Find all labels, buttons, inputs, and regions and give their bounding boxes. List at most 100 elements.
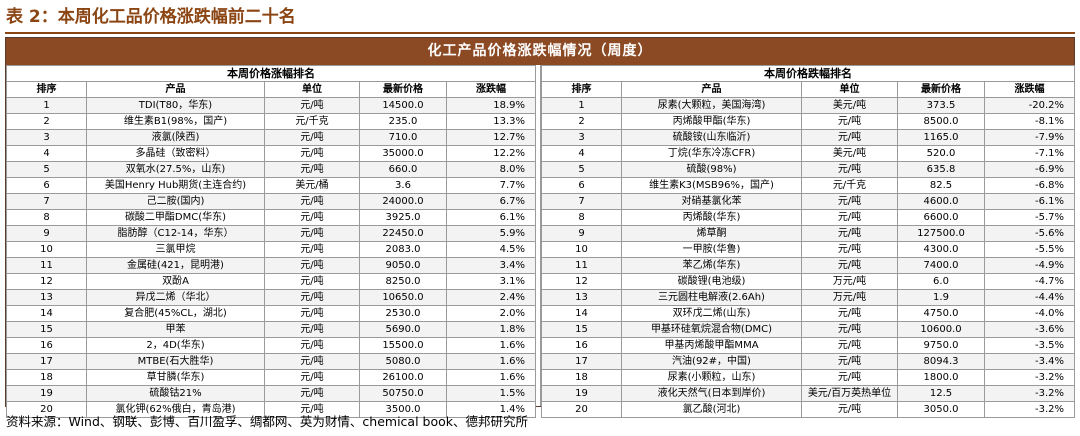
price-cell: 520.0	[897, 145, 985, 162]
table-row: 3 硫酸铵(山东临沂) 元/吨 1165.0 -7.9%	[541, 129, 1075, 146]
unit-cell: 元/吨	[264, 353, 360, 370]
unit-cell: 元/吨	[801, 161, 898, 178]
product-cell: 氯乙酸(河北)	[621, 401, 802, 418]
change-cell: -3.2%	[984, 385, 1075, 402]
table-row: 11 苯乙烯(华东) 元/吨 7400.0 -4.9%	[541, 257, 1075, 274]
table-row: 9 脂肪醇（C12-14，华东） 元/吨 22450.0 5.9%	[6, 225, 536, 242]
table-row: 4 丁烷(华东冷冻CFR) 美元/吨 520.0 -7.1%	[541, 145, 1075, 162]
table-row: 6 维生素K3(MSB96%，国产) 元/千克 82.5 -6.8%	[541, 177, 1075, 194]
unit-cell: 元/千克	[801, 177, 898, 194]
rank-cell: 18	[541, 369, 622, 386]
rank-cell: 7	[6, 193, 87, 210]
product-cell: 脂肪醇（C12-14，华东）	[86, 225, 265, 242]
price-cell: 127500.0	[897, 225, 985, 242]
change-cell: 2.4%	[446, 289, 536, 306]
rank-cell: 9	[6, 225, 87, 242]
rank-cell: 5	[541, 161, 622, 178]
price-cell: 710.0	[359, 129, 447, 146]
rank-cell: 5	[6, 161, 87, 178]
rank-cell: 12	[6, 273, 87, 290]
rank-cell: 17	[541, 353, 622, 370]
panel-divider	[535, 65, 541, 406]
product-cell: 复合肥(45%CL，湖北)	[86, 305, 265, 322]
change-cell: -6.1%	[984, 193, 1075, 210]
unit-cell: 元/吨	[264, 289, 360, 306]
product-cell: 汽油(92#，中国)	[621, 353, 802, 370]
column-header: 产品	[86, 81, 265, 98]
change-cell: -3.6%	[984, 321, 1075, 338]
change-cell: 1.6%	[446, 353, 536, 370]
table-row: 19 硫酸钴21% 元/吨 50750.0 1.5%	[6, 385, 536, 402]
unit-cell: 元/吨	[264, 257, 360, 274]
price-cell: 9750.0	[897, 337, 985, 354]
price-cell: 2530.0	[359, 305, 447, 322]
caption-rule	[5, 32, 1075, 34]
change-cell: 1.8%	[446, 321, 536, 338]
product-cell: 氯化钾(62%俄白，青岛港)	[86, 401, 265, 418]
table-row: 17 汽油(92#，中国) 元/吨 8094.3 -3.4%	[541, 353, 1075, 370]
column-header: 排序	[541, 81, 622, 98]
unit-cell: 元/吨	[264, 321, 360, 338]
product-cell: MTBE(石大胜华)	[86, 353, 265, 370]
unit-cell: 元/吨	[264, 145, 360, 162]
rank-cell: 6	[6, 177, 87, 194]
unit-cell: 元/吨	[264, 193, 360, 210]
table-row: 7 己二胺(国内) 元/吨 24000.0 6.7%	[6, 193, 536, 210]
unit-cell: 万元/吨	[801, 273, 898, 290]
table-row: 13 异戊二烯（华北） 元/吨 10650.0 2.4%	[6, 289, 536, 306]
product-cell: 丙烯酸甲酯(华东)	[621, 113, 802, 130]
price-cell: 8094.3	[897, 353, 985, 370]
price-cell: 5690.0	[359, 321, 447, 338]
left-subtitle: 本周价格涨幅排名	[6, 65, 536, 82]
product-cell: 丙烯酸(华东)	[621, 209, 802, 226]
price-cell: 6.0	[897, 273, 985, 290]
product-cell: 美国Henry Hub期货(主连合约)	[86, 177, 265, 194]
change-cell: -3.2%	[984, 401, 1075, 418]
price-cell: 3500.0	[359, 401, 447, 418]
product-cell: 液化天然气(日本到岸价)	[621, 385, 802, 402]
table-row: 16 2，4D(华东) 元/吨 15500.0 1.6%	[6, 337, 536, 354]
price-cell: 373.5	[897, 97, 985, 114]
unit-cell: 元/吨	[801, 321, 898, 338]
unit-cell: 元/吨	[264, 241, 360, 258]
change-cell: -20.2%	[984, 97, 1075, 114]
product-cell: 草甘膦(华东)	[86, 369, 265, 386]
rank-cell: 15	[541, 321, 622, 338]
rank-cell: 6	[541, 177, 622, 194]
unit-cell: 元/吨	[264, 273, 360, 290]
price-cell: 4300.0	[897, 241, 985, 258]
rank-cell: 10	[6, 241, 87, 258]
product-cell: 一甲胺(华鲁)	[621, 241, 802, 258]
rank-cell: 18	[6, 369, 87, 386]
price-cell: 8250.0	[359, 273, 447, 290]
price-cell: 1800.0	[897, 369, 985, 386]
rank-cell: 19	[6, 385, 87, 402]
unit-cell: 元/吨	[264, 209, 360, 226]
unit-cell: 元/吨	[264, 97, 360, 114]
unit-cell: 美元/吨	[801, 97, 898, 114]
table-row: 10 三氯甲烷 元/吨 2083.0 4.5%	[6, 241, 536, 258]
table-row: 9 烯草酮 元/吨 127500.0 -5.6%	[541, 225, 1075, 242]
change-cell: -4.4%	[984, 289, 1075, 306]
price-cell: 35000.0	[359, 145, 447, 162]
price-cell: 2083.0	[359, 241, 447, 258]
rank-cell: 20	[6, 401, 87, 418]
price-cell: 1165.0	[897, 129, 985, 146]
price-cell: 1.9	[897, 289, 985, 306]
unit-cell: 元/吨	[801, 241, 898, 258]
price-cell: 6600.0	[897, 209, 985, 226]
unit-cell: 元/吨	[801, 257, 898, 274]
table-row: 4 多晶硅（致密料） 元/吨 35000.0 12.2%	[6, 145, 536, 162]
rank-cell: 19	[541, 385, 622, 402]
change-cell: 12.7%	[446, 129, 536, 146]
source-note: 资料来源：Wind、钢联、彭博、百川盈孚、绸都网、英为财情、chemical b…	[6, 414, 528, 429]
product-cell: 金属硅(421，昆明港)	[86, 257, 265, 274]
price-cell: 5080.0	[359, 353, 447, 370]
product-cell: 烯草酮	[621, 225, 802, 242]
change-cell: 5.9%	[446, 225, 536, 242]
table-caption: 表 2：本周化工品价格涨跌幅前二十名	[6, 7, 296, 27]
unit-cell: 元/千克	[264, 113, 360, 130]
unit-cell: 美元/百万英热单位	[801, 385, 898, 402]
product-cell: 三元圆柱电解液(2.6Ah)	[621, 289, 802, 306]
change-cell: -5.6%	[984, 225, 1075, 242]
